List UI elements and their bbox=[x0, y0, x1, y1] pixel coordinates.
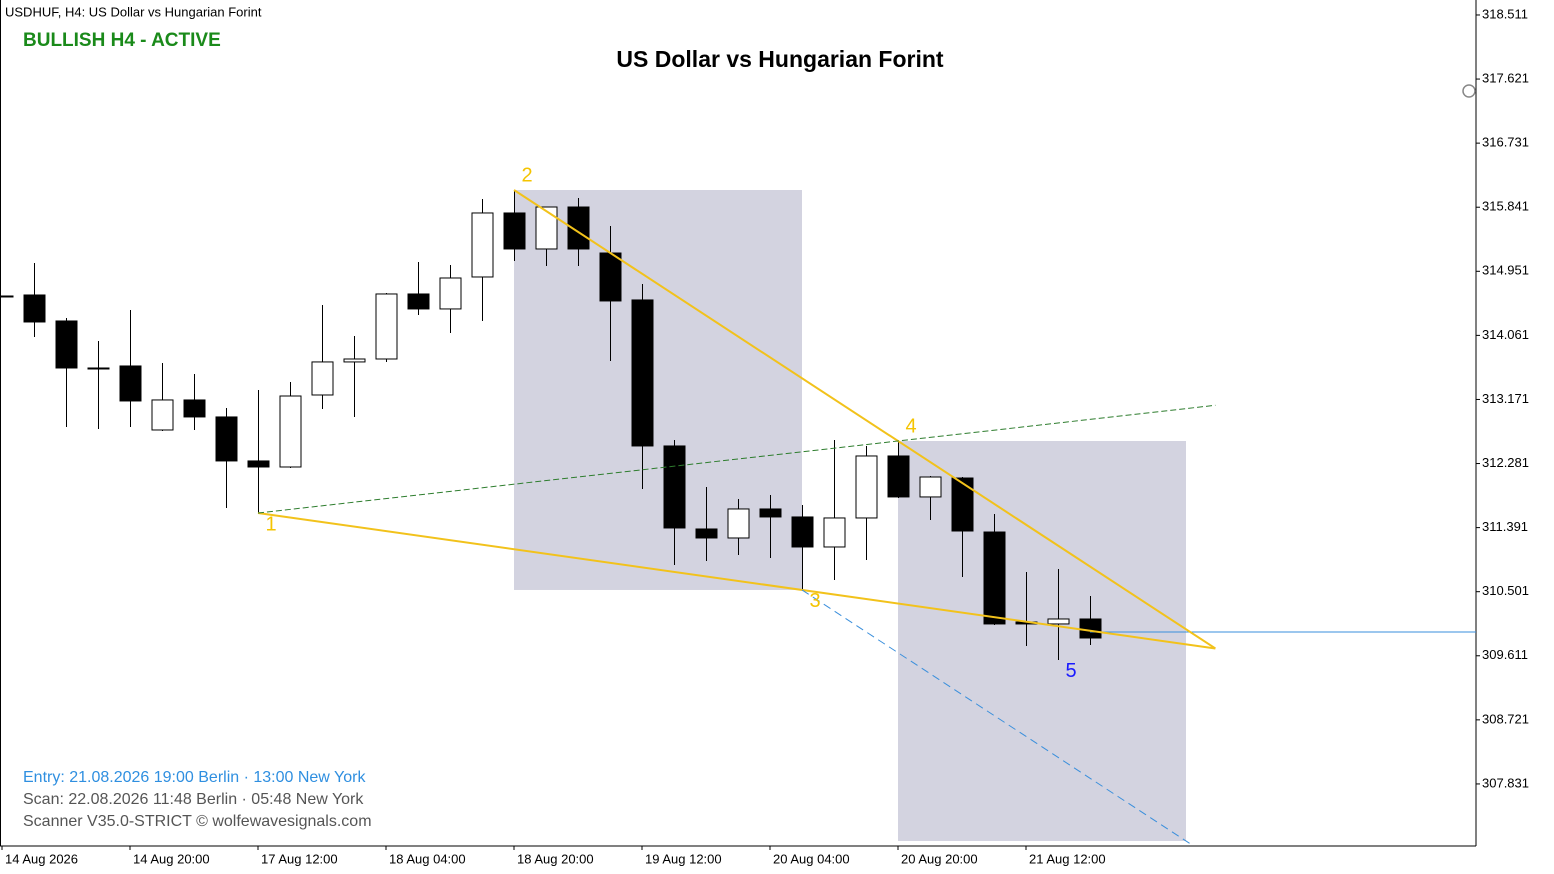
candle-body bbox=[407, 293, 430, 310]
candle-body bbox=[983, 531, 1006, 625]
info-entry: Entry: 21.08.2026 19:00 Berlin · 13:00 N… bbox=[23, 769, 366, 786]
y-tick-label: 307.831 bbox=[1482, 775, 1529, 790]
x-tick-label: 17 Aug 12:00 bbox=[261, 851, 338, 866]
wave-label: 4 bbox=[905, 415, 916, 437]
candle-body bbox=[631, 299, 654, 447]
candle-body bbox=[599, 252, 622, 302]
labels: USDHUF, H4: US Dollar vs Hungarian Forin… bbox=[5, 4, 1476, 830]
candle-body bbox=[375, 293, 398, 360]
candle-body bbox=[855, 455, 878, 519]
y-tick-label: 308.721 bbox=[1482, 711, 1529, 726]
x-tick-label: 21 Aug 12:00 bbox=[1029, 851, 1106, 866]
candle-body bbox=[279, 395, 302, 468]
candle-body bbox=[247, 460, 270, 468]
info-scan: Scan: 22.08.2026 11:48 Berlin · 05:48 Ne… bbox=[23, 791, 364, 808]
y-tick-label: 314.951 bbox=[1482, 263, 1529, 278]
candle-body bbox=[215, 416, 238, 462]
candle-body bbox=[791, 516, 814, 548]
x-tick-label: 18 Aug 04:00 bbox=[389, 851, 466, 866]
status: BULLISH H4 - ACTIVE bbox=[23, 30, 221, 51]
zone bbox=[514, 190, 802, 590]
candle-body bbox=[503, 212, 526, 250]
candle-body bbox=[567, 206, 590, 250]
y-tick-label: 315.841 bbox=[1482, 199, 1529, 214]
y-tick-label: 316.731 bbox=[1482, 135, 1529, 150]
candle-body bbox=[887, 455, 910, 498]
candle-body bbox=[343, 358, 366, 363]
candle-body bbox=[87, 367, 110, 370]
wave-label: 5 bbox=[1065, 660, 1076, 682]
y-tick-label: 314.061 bbox=[1482, 327, 1529, 342]
y-tick-label: 311.391 bbox=[1482, 519, 1528, 534]
axes: 318.511 317.621 316.731 315.841 314.951 314.0… bbox=[0, 0, 1529, 866]
wave-label: 3 bbox=[809, 590, 820, 612]
candle-body bbox=[535, 206, 558, 250]
chart-header: USDHUF, H4: US Dollar vs Hungarian Forin… bbox=[5, 4, 262, 19]
clock-icon bbox=[1462, 84, 1476, 98]
candle-body bbox=[151, 399, 174, 431]
y-tick-label: 313.171 bbox=[1482, 391, 1529, 406]
x-tick-label: 14 Aug 20:00 bbox=[133, 851, 210, 866]
candle-body bbox=[55, 320, 78, 369]
candle-body bbox=[183, 399, 206, 418]
candle-body bbox=[311, 361, 334, 396]
x-tick-label: 18 Aug 20:00 bbox=[517, 851, 594, 866]
candle-body bbox=[439, 277, 462, 310]
x-tick-label: 20 Aug 20:00 bbox=[901, 851, 978, 866]
candle-body bbox=[727, 508, 750, 539]
candles bbox=[0, 190, 1102, 660]
wave-line bbox=[513, 189, 1216, 650]
y-tick-label: 318.511 bbox=[1482, 6, 1528, 21]
candle-body bbox=[759, 508, 782, 518]
wave-line bbox=[257, 512, 1216, 650]
candle-body bbox=[23, 294, 46, 323]
y-tick-label: 310.501 bbox=[1482, 583, 1529, 598]
wave-label: 1 bbox=[265, 513, 276, 535]
y-tick-label: 312.281 bbox=[1482, 455, 1529, 470]
candle-body bbox=[951, 477, 974, 532]
candle-body bbox=[663, 445, 686, 529]
info-scanner: Scanner V35.0-STRICT © wolfewavesignals.… bbox=[23, 813, 372, 830]
candle-body bbox=[0, 295, 14, 298]
candle-body bbox=[119, 365, 142, 402]
zone bbox=[898, 441, 1186, 841]
x-tick-label: 20 Aug 04:00 bbox=[773, 851, 850, 866]
chart-title: US Dollar vs Hungarian Forint bbox=[616, 46, 943, 72]
x-tick-label: 19 Aug 12:00 bbox=[645, 851, 722, 866]
zones bbox=[514, 190, 1186, 841]
candle-body bbox=[1047, 618, 1070, 625]
candle-body bbox=[471, 212, 494, 278]
wave-lines bbox=[257, 189, 1476, 847]
y-tick-label: 317.621 bbox=[1482, 70, 1529, 85]
x-tick-label: 14 Aug 2026 bbox=[5, 851, 78, 866]
candle-body bbox=[1079, 618, 1102, 639]
candle-body bbox=[823, 517, 846, 548]
candle-body bbox=[695, 528, 718, 539]
candle-body bbox=[919, 476, 942, 498]
wave-label: 2 bbox=[521, 164, 532, 186]
target-line bbox=[257, 404, 1216, 514]
y-tick-label: 309.611 bbox=[1482, 647, 1528, 662]
